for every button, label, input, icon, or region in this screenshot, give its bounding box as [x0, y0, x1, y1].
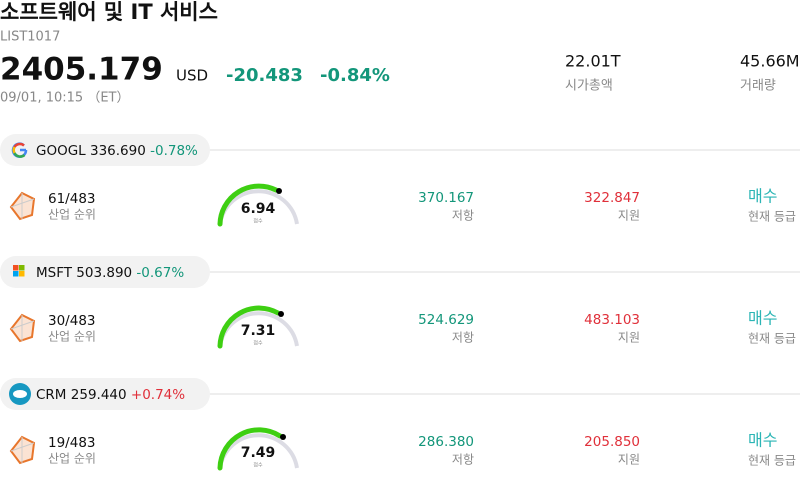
support-label: 지원 [618, 209, 640, 223]
support: 205.850 [584, 434, 640, 450]
rank-label: 산업 순위 [48, 208, 96, 222]
gauge-arc [217, 183, 279, 227]
rank: 19/483 [48, 435, 96, 451]
stat-value: 22.01T [565, 52, 621, 71]
ticker-price: 336.690 [90, 143, 146, 159]
rank-icon [10, 437, 35, 463]
microsoft-icon [19, 265, 25, 271]
rating-label: 현재 등급 [748, 332, 796, 346]
microsoft-icon [13, 271, 19, 277]
resistance-label: 저항 [452, 453, 474, 467]
ticker-symbol: CRM [36, 387, 66, 403]
gauge-dot [276, 188, 282, 194]
stat-value: 45.66M [740, 52, 800, 71]
stat-label: 시가총액 [565, 79, 613, 94]
ticker: GOOGL 336.690 -0.78% [36, 143, 198, 159]
resistance: 286.380 [418, 434, 474, 450]
resistance-label: 저항 [452, 209, 474, 223]
change-pct: -0.84% [320, 65, 390, 86]
ticker-symbol: MSFT [36, 265, 73, 281]
rating: 매수 [748, 431, 777, 450]
ticker-pill [0, 256, 210, 288]
salesforce-icon [13, 390, 27, 398]
resistance: 524.629 [418, 312, 474, 328]
price: 2405.179 [0, 52, 163, 88]
rank-icon [10, 315, 35, 341]
microsoft-icon [13, 265, 19, 271]
score: 7.49 [241, 445, 276, 461]
ticker-change: -0.78% [150, 143, 198, 159]
support-label: 지원 [618, 453, 640, 467]
rating-label: 현재 등급 [748, 454, 796, 468]
rating: 매수 [748, 187, 777, 206]
title: 소프트웨어 및 IT 서비스 [0, 0, 218, 24]
ticker: CRM 259.440 +0.74% [36, 387, 185, 403]
stat-label: 거래량 [740, 79, 776, 94]
score-label: 점수 [253, 462, 263, 469]
gauge-arc [217, 427, 283, 471]
support: 483.103 [584, 312, 640, 328]
ticker-price: 503.890 [76, 265, 132, 281]
ticker-pill [0, 378, 210, 410]
microsoft-icon [19, 271, 25, 277]
gauge-arc [217, 305, 281, 349]
ticker-symbol: GOOGL [36, 143, 86, 159]
rank: 61/483 [48, 191, 96, 207]
rank-icon [10, 193, 35, 219]
change: -20.483 [226, 65, 303, 86]
rank-label: 산업 순위 [48, 330, 96, 344]
support-label: 지원 [618, 331, 640, 345]
currency: USD [176, 67, 208, 85]
code: LIST1017 [0, 30, 60, 45]
ticker-pill [0, 134, 210, 166]
score: 6.94 [241, 201, 276, 217]
rating: 매수 [748, 309, 777, 328]
time: 09/01, 10:15 （ET） [0, 91, 129, 106]
ticker-change: -0.67% [136, 265, 184, 281]
ticker: MSFT 503.890 -0.67% [36, 265, 184, 281]
score-label: 점수 [253, 340, 263, 347]
rating-label: 현재 등급 [748, 210, 796, 224]
google-icon [13, 152, 26, 158]
resistance: 370.167 [418, 190, 474, 206]
resistance-label: 저항 [452, 331, 474, 345]
rank-label: 산업 순위 [48, 452, 96, 466]
ticker-price: 259.440 [71, 387, 127, 403]
google-icon [13, 142, 25, 148]
rank: 30/483 [48, 313, 96, 329]
score-label: 점수 [253, 218, 263, 225]
gauge-dot [278, 311, 284, 317]
google-icon [12, 146, 16, 154]
ticker-change: +0.74% [131, 387, 185, 403]
gauge-dot [280, 434, 286, 440]
support: 322.847 [584, 190, 640, 206]
score: 7.31 [241, 323, 276, 339]
